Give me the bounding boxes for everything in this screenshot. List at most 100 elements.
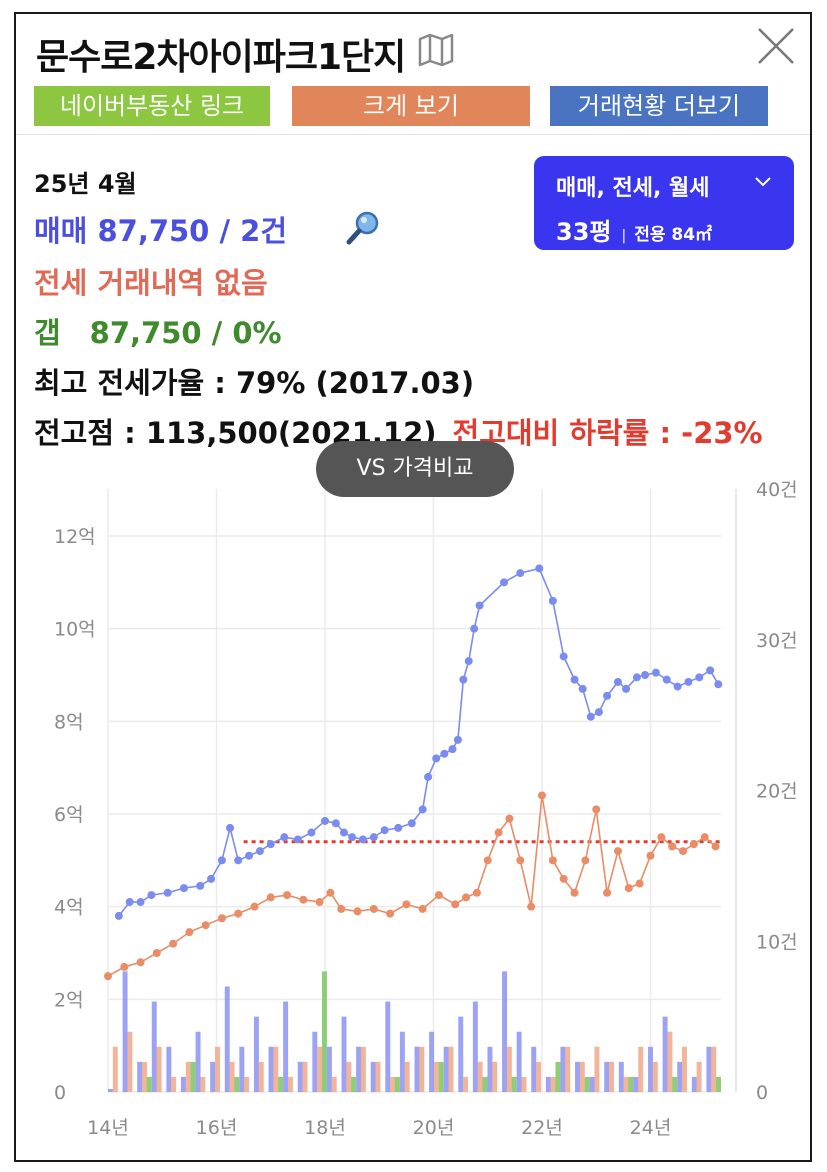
volume-bar <box>433 1061 439 1092</box>
volume-bar <box>273 1046 279 1092</box>
volume-bar <box>360 1046 366 1092</box>
y-left-tick-label: 10억 <box>54 619 96 641</box>
volume-bar <box>239 1046 245 1092</box>
sale-price-point <box>226 823 235 832</box>
jeonse-price-point <box>537 791 546 800</box>
period-label: 25년 4월 <box>34 170 137 198</box>
y-left-tick-label: 0 <box>54 1082 66 1104</box>
vs-compare-button[interactable]: VS 가격비교 <box>316 441 514 497</box>
volume-bar <box>443 1046 449 1092</box>
sale-price-point <box>217 856 226 865</box>
jeonse-price-point <box>592 805 601 814</box>
volume-bar <box>633 1076 639 1092</box>
volume-bar <box>253 1016 259 1092</box>
volume-bar <box>297 1061 303 1092</box>
volume-bar <box>438 1061 444 1092</box>
naver-realestate-link-button[interactable]: 네이버부동산 링크 <box>34 86 270 126</box>
sale-price-point <box>559 652 568 661</box>
sale-price-point <box>586 712 595 721</box>
sale-price-point <box>516 569 525 578</box>
trade-type-dropdown[interactable]: 매매, 전세, 월세 33평 | 전용 84㎡ <box>534 156 794 250</box>
jeonse-price-point <box>559 874 568 883</box>
volume-bar <box>691 1076 697 1092</box>
volume-bar <box>492 1061 498 1092</box>
sale-price-point <box>280 833 289 842</box>
jeonse-price-point <box>516 856 525 865</box>
sale-price-point <box>293 835 302 844</box>
map-icon[interactable] <box>417 33 455 76</box>
volume-bar <box>419 1046 425 1092</box>
trade-history-more-button[interactable]: 거래현황 더보기 <box>550 86 768 126</box>
apartment-name: 문수로2차아이파크1단지 <box>36 37 406 78</box>
volume-bar <box>482 1076 488 1092</box>
volume-bar <box>287 1076 293 1092</box>
jeonse-price-point <box>505 814 514 823</box>
volume-bar <box>555 1061 561 1092</box>
volume-bar <box>156 1046 162 1092</box>
volume-bar <box>565 1046 571 1092</box>
volume-bar <box>346 1061 352 1092</box>
sale-price-point <box>320 816 329 825</box>
volume-bar <box>229 1061 235 1092</box>
jeonse-price-point <box>120 962 129 971</box>
jeonse-price-point <box>483 856 492 865</box>
jeonse-price-point <box>326 888 335 897</box>
sale-price-point <box>641 671 650 679</box>
jeonse-price-point <box>266 893 275 902</box>
jeonse-price-point <box>217 914 226 923</box>
y-left-tick-label: 8억 <box>54 711 84 733</box>
jeonse-price-point <box>613 847 622 856</box>
jeonse-price-point <box>104 972 112 981</box>
volume-bar <box>370 1061 376 1092</box>
volume-bar <box>210 1061 216 1092</box>
volume-bar <box>575 1061 581 1092</box>
volume-bar <box>331 1076 337 1092</box>
volume-bar <box>195 1031 201 1092</box>
volume-bar <box>511 1076 517 1092</box>
sale-price-point <box>424 772 433 781</box>
volume-bar <box>214 1046 220 1092</box>
volume-bar <box>536 1061 542 1092</box>
volume-bar <box>667 1031 673 1092</box>
volume-bar <box>312 1031 318 1092</box>
view-large-button[interactable]: 크게 보기 <box>292 86 530 126</box>
jeonse-price-point <box>679 847 688 856</box>
sale-price-point <box>475 601 484 610</box>
volume-bar <box>706 1046 712 1092</box>
volume-bar <box>672 1076 678 1092</box>
x-tick-label: 20년 <box>413 1117 455 1139</box>
jeonse-price-point <box>635 879 644 888</box>
close-button[interactable] <box>756 26 796 66</box>
volume-bar <box>317 1046 323 1092</box>
sale-price-point <box>453 735 462 744</box>
sale-price-point <box>307 828 316 837</box>
volume-bar <box>628 1076 634 1092</box>
previous-peak-line: 전고점 : 113,500(2021.12) 전고대비 하락률 : -23% <box>34 410 763 452</box>
magnifier-icon[interactable] <box>346 210 382 250</box>
sale-price-point <box>459 675 468 684</box>
volume-bar <box>200 1076 206 1092</box>
jeonse-price-point <box>369 904 378 913</box>
volume-bar <box>108 1088 113 1092</box>
volume-bar <box>662 1016 668 1092</box>
y-left-tick-label: 4억 <box>54 897 84 919</box>
sale-price-point <box>234 856 243 865</box>
jeonse-price-point <box>402 900 411 909</box>
y-left-tick-label: 6억 <box>54 804 84 826</box>
jeonse-price-point <box>337 904 346 913</box>
jeonse-price-point <box>136 958 145 967</box>
volume-bar <box>487 1046 493 1092</box>
volume-bar <box>399 1031 405 1092</box>
jeonse-status-text: 전세 거래내역 없음 <box>34 266 268 300</box>
volume-bar <box>545 1076 551 1092</box>
sale-price-point <box>594 708 603 717</box>
volume-bar <box>618 1061 624 1092</box>
x-tick-label: 24년 <box>630 1117 672 1139</box>
chevron-down-icon <box>755 177 771 187</box>
sale-price-point <box>163 888 172 897</box>
jeonse-price-point <box>548 856 557 865</box>
volume-bar <box>579 1061 585 1092</box>
volume-bar <box>463 1076 469 1092</box>
volume-bar <box>638 1046 644 1092</box>
sale-price-point <box>651 668 660 677</box>
